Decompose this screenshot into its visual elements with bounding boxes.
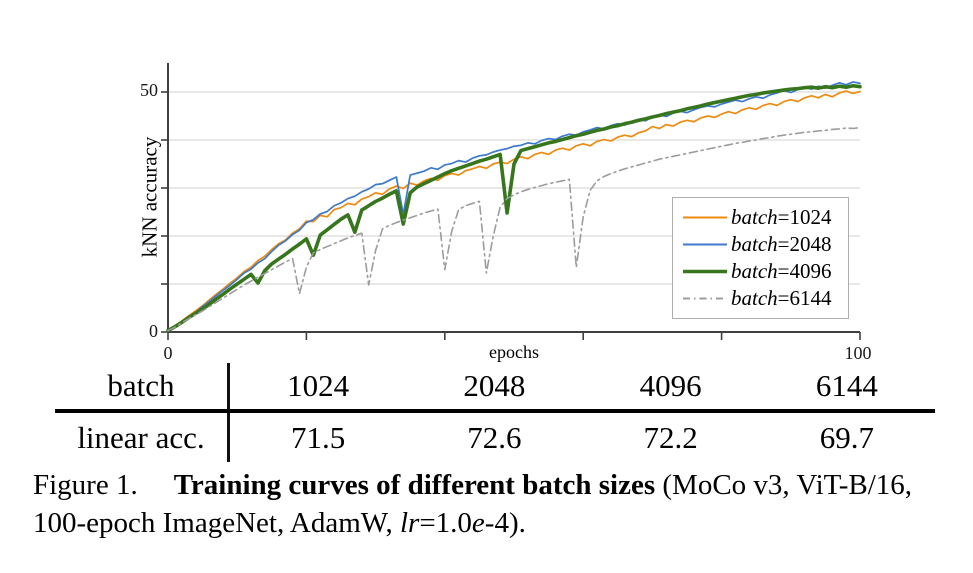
x-tick-label-100: 100 [844,343,872,363]
series-line-batch-2048 [167,81,861,332]
caption-segment: -4). [484,507,526,539]
table-col-batch-6144: 6144 [758,363,935,413]
caption-segment: (MoCo v3, ViT-B/16, 100-epoch ImageNet, … [33,469,913,539]
training-curves-chart [161,63,862,340]
table-value-linear-acc-2048: 72.6 [467,419,522,455]
table-col-batch-2048: 2048 [406,363,583,413]
legend-line-sample-batch-6144 [683,297,727,300]
legend-label-batch-6144: batch=6144 [731,286,832,310]
figure-caption: Figure 1. Training curves of different ba… [33,466,945,542]
x-tick-label-0: 0 [163,343,173,363]
legend-line-sample-batch-4096 [683,269,727,274]
series-line-batch-6144 [167,126,861,332]
legend-label-batch-1024: batch=1024 [731,205,832,229]
x-axis-label: epochs [489,342,539,362]
results-table: batch 1024 2048 4096 6144 linear acc. 71… [55,363,935,462]
table-header-batch: batch [55,363,230,413]
series-line-batch-4096 [166,83,862,333]
legend-line-sample-batch-2048 [683,243,727,246]
caption-e-italic: e [471,507,485,539]
caption-figure-label: Figure 1. [33,469,138,501]
caption-title-bold: Training curves of different batch sizes [173,469,656,501]
legend-line-sample-batch-1024 [683,216,727,219]
table-value-linear-acc-1024: 71.5 [291,419,346,455]
chart-legend: batch=1024 batch=2048 batch=4096 batch=6144 [672,197,849,319]
table-row-label-linear-acc: linear acc. [55,413,230,462]
legend-item-batch-6144: batch=6144 [682,285,848,312]
legend-item-batch-4096: batch=4096 [682,258,848,285]
legend-label-batch-2048: batch=2048 [731,232,832,256]
caption-segment: =1.0 [419,507,472,539]
series-line-batch-1024 [167,90,861,332]
legend-label-batch-4096: batch=4096 [731,259,832,283]
table-value-linear-acc-4096: 72.2 [643,419,698,455]
legend-item-batch-1024: batch=1024 [682,204,848,231]
table-value-linear-acc-6144: 69.7 [819,419,874,455]
y-axis-label: kNN accuracy [137,136,162,258]
y-tick-label-50: 50 [140,80,158,100]
caption-lr-italic: lr [399,507,420,539]
legend-item-batch-2048: batch=2048 [682,231,848,258]
y-tick-label-0: 0 [149,321,158,341]
table-col-batch-4096: 4096 [582,363,759,413]
table-col-batch-1024: 1024 [230,363,407,413]
